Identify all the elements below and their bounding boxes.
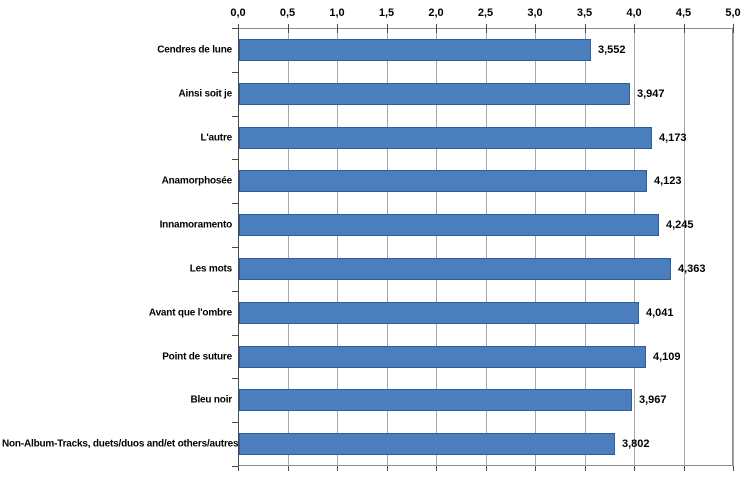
bar [239, 126, 652, 149]
x-axis-tick-label: 5,0 [725, 7, 741, 19]
category-label: Ainsi soit je [178, 88, 232, 100]
gridline [634, 28, 635, 466]
x-axis-tick-bottom [436, 466, 437, 471]
x-axis-tick-top [733, 24, 734, 33]
x-axis-tick-top [436, 24, 437, 33]
x-axis-tick-label: 3,0 [527, 7, 543, 19]
x-axis-tick-top [535, 24, 536, 33]
category-label: Les mots [189, 263, 233, 275]
gridline [287, 28, 289, 466]
bar [239, 38, 591, 61]
bar-value-label: 4,363 [678, 262, 706, 275]
category-label: Cendres de lune [157, 44, 232, 56]
gridline [485, 28, 487, 466]
bar [239, 257, 671, 280]
gridline [535, 28, 536, 466]
gridline [386, 28, 388, 466]
bar [239, 82, 630, 105]
category-label: Bleu noir [190, 394, 232, 406]
x-axis-tick-top [238, 24, 239, 33]
x-axis-tick-bottom [733, 466, 734, 471]
gridline [733, 28, 734, 466]
y-axis-tick [232, 115, 238, 117]
x-axis-tick-bottom [337, 466, 338, 471]
x-axis-tick-label: 2,5 [477, 7, 494, 19]
gridline [436, 28, 437, 466]
bar-value-label: 4,173 [659, 131, 687, 144]
bar-value-label: 4,109 [653, 350, 681, 363]
bar-value-label: 4,245 [666, 219, 694, 232]
x-axis-tick-bottom [634, 466, 635, 471]
category-label: Point de suture [162, 351, 232, 362]
category-label: L'autre [200, 132, 232, 143]
y-axis-tick [232, 422, 238, 424]
category-label: Avant que l'ombre [148, 307, 232, 319]
x-axis-tick-label: 3,5 [576, 7, 593, 19]
x-axis-tick-top [337, 24, 338, 33]
x-axis-tick-top [485, 24, 487, 33]
x-axis-tick-label: 2,0 [428, 7, 444, 19]
bar [239, 301, 639, 324]
x-axis-tick-bottom [535, 466, 536, 471]
bar-value-label: 3,802 [622, 438, 650, 451]
y-axis-tick [232, 159, 238, 161]
y-axis-tick [232, 466, 238, 467]
x-axis-tick-bottom [485, 466, 487, 471]
x-axis-tick-label: 4,0 [626, 7, 642, 19]
gridline [683, 28, 685, 466]
category-label: Non-Album-Tracks, duets/duos and/et othe… [2, 438, 239, 450]
y-axis-tick [232, 247, 238, 248]
x-axis-tick-label: 0,5 [279, 7, 296, 19]
x-axis-tick-bottom [238, 466, 239, 471]
x-axis-tick-bottom [386, 466, 388, 471]
x-axis-tick-bottom [287, 466, 289, 471]
x-axis-tick-label: 1,0 [329, 7, 345, 19]
y-axis-tick [232, 203, 238, 205]
gridline [337, 28, 338, 466]
bar-value-label: 3,552 [598, 43, 626, 56]
gridline [584, 28, 586, 466]
y-axis-tick [232, 71, 238, 73]
bar [239, 345, 646, 368]
x-axis-tick-bottom [683, 466, 685, 471]
category-label: Anamorphosée [161, 175, 233, 187]
x-axis-tick-top [386, 24, 388, 33]
bar [239, 389, 632, 412]
y-axis-tick [232, 334, 238, 336]
bar [239, 170, 647, 193]
x-axis-tick-label: 0,0 [230, 7, 246, 19]
bar [239, 433, 615, 456]
category-label: Innamoramento [159, 219, 233, 231]
x-axis-tick-top [584, 24, 586, 33]
bar-value-label: 4,123 [654, 175, 682, 188]
x-axis-tick-top [287, 24, 289, 33]
bar [239, 214, 659, 237]
y-axis-tick [232, 290, 238, 292]
y-axis-tick [232, 378, 238, 380]
x-axis-tick-label: 4,5 [675, 7, 692, 19]
y-axis-line [238, 28, 239, 466]
x-axis-tick-top [634, 24, 635, 33]
bar-value-label: 3,967 [639, 394, 667, 407]
x-axis-tick-bottom [584, 466, 586, 471]
bar-value-label: 3,947 [637, 87, 665, 100]
y-axis-tick [232, 28, 238, 29]
bar-value-label: 4,041 [646, 306, 674, 319]
x-axis-tick-label: 1,5 [378, 7, 395, 19]
x-axis-tick-top [683, 24, 685, 33]
